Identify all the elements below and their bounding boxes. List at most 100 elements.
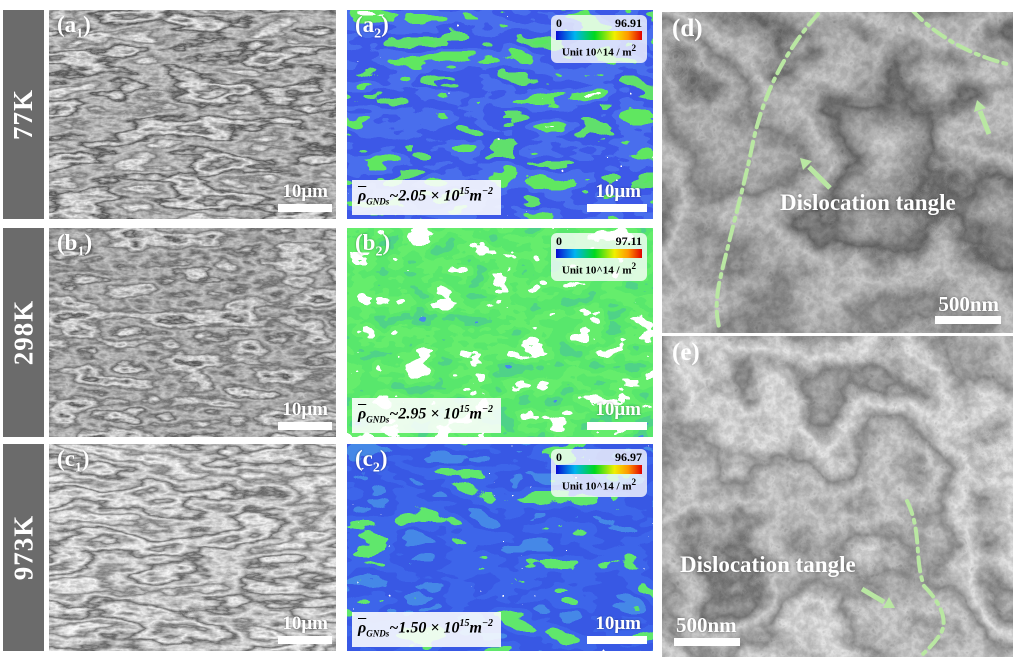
panel-e-tem-micrograph: (e) Dislocation tangle 500nm bbox=[662, 336, 1013, 657]
panel-b2-gnd-map: (b2) 0 97.11 Unit 10^14 / m2 ρGNDs~2.95 … bbox=[347, 228, 653, 437]
colorbar-unit: Unit 10^14 / m2 bbox=[556, 476, 642, 493]
colorbar-unit-sup: 2 bbox=[631, 261, 637, 271]
row-label-text: 77K bbox=[8, 88, 39, 141]
tem-texture-e bbox=[662, 336, 1013, 657]
rho-value: ~2.05 × 10 bbox=[389, 187, 460, 205]
arrow-head bbox=[974, 100, 986, 112]
scalebar-label: 10μm bbox=[595, 399, 641, 420]
panel-c2-gnd-map: (c2) 0 96.97 Unit 10^14 / m2 ρGNDs~1.50 … bbox=[347, 444, 653, 651]
dislocation-tangle-annotation: Dislocation tangle bbox=[680, 552, 856, 577]
rho-unit: m bbox=[469, 187, 482, 205]
panel-label-open: (c bbox=[57, 446, 75, 471]
panel-label-open: (a bbox=[57, 12, 77, 37]
gnd-density-value: ρGNDs~2.05 × 1015m−2 bbox=[352, 180, 502, 215]
panel-a2-gnd-map: (a 2) 0 96.91 Unit 10^14 / m2 ρGNDs~2.05 … bbox=[347, 10, 653, 219]
panel-label-close: ) bbox=[83, 12, 91, 37]
colorbar-min: 0 bbox=[556, 16, 562, 30]
rho-exponent: 15 bbox=[459, 186, 470, 198]
panel-label-close: ) bbox=[84, 230, 93, 255]
colorbar-unit-text: Unit 10^14 / m bbox=[561, 264, 632, 277]
grain-boundary-dashdot-line bbox=[714, 12, 820, 329]
panel-label-sub: 2 bbox=[372, 460, 380, 476]
scalebar bbox=[674, 638, 740, 646]
colorbar-unit: Unit 10^14 / m2 bbox=[556, 42, 642, 59]
colorbar-unit-sup: 2 bbox=[631, 477, 637, 487]
rho-unit-exponent: −2 bbox=[481, 186, 494, 198]
panel-label-open: (a bbox=[355, 12, 375, 37]
scalebar-label: 10μm bbox=[282, 399, 328, 420]
scalebar bbox=[587, 204, 647, 212]
panel-label-sub: 1 bbox=[77, 244, 85, 260]
colorbar-unit: Unit 10^14 / m2 bbox=[556, 260, 642, 277]
scalebar-label: 10μm bbox=[282, 181, 328, 202]
rho-unit-exponent: −2 bbox=[481, 404, 494, 416]
colorbar-gradient bbox=[556, 465, 642, 474]
rho-subscript: GNDs bbox=[366, 197, 390, 207]
colorbar-max: 96.91 bbox=[615, 16, 642, 30]
row-label-973k: 973K bbox=[3, 444, 44, 651]
panel-label-open: (c bbox=[355, 446, 373, 471]
panel-label-b2: (b2) bbox=[355, 230, 390, 266]
rho-value: ~1.50 × 10 bbox=[389, 619, 460, 637]
colorbar-max: 96.97 bbox=[615, 450, 642, 464]
rho-symbol: ρ bbox=[358, 405, 367, 423]
dislocation-tangle-annotation: Dislocation tangle bbox=[780, 190, 956, 215]
ebsd-texture-b1 bbox=[49, 228, 336, 437]
scalebar-label: 10μm bbox=[595, 613, 641, 634]
grain-boundary-dashdot-line bbox=[905, 499, 946, 656]
scalebar bbox=[278, 422, 332, 430]
panel-label-d: (d) bbox=[672, 15, 703, 42]
rho-exponent: 15 bbox=[459, 618, 470, 630]
scalebar bbox=[935, 316, 1001, 324]
panel-label-close: ) bbox=[381, 12, 389, 37]
arrow-shaft bbox=[860, 586, 886, 605]
ebsd-texture-a1 bbox=[49, 10, 336, 219]
panel-label-close: ) bbox=[382, 230, 391, 255]
panel-label-c1: (c1) bbox=[57, 446, 90, 482]
tem-texture-d bbox=[662, 12, 1013, 333]
row-label-text: 973K bbox=[8, 514, 39, 581]
colorbar-min: 0 bbox=[556, 450, 562, 464]
colorbar-legend: 0 96.97 Unit 10^14 / m2 bbox=[551, 449, 647, 497]
colorbar-max: 97.11 bbox=[615, 234, 642, 248]
arrow-shaft bbox=[977, 110, 992, 135]
ebsd-texture-c1 bbox=[49, 444, 336, 651]
colorbar-legend: 0 96.91 Unit 10^14 / m2 bbox=[551, 15, 647, 63]
colorbar-gradient bbox=[556, 249, 642, 258]
arrow-head bbox=[800, 158, 812, 170]
rho-unit-exponent: −2 bbox=[481, 618, 494, 630]
rho-symbol: ρ bbox=[358, 619, 367, 637]
arrow-shaft bbox=[807, 165, 832, 190]
rho-unit: m bbox=[469, 619, 482, 637]
rho-symbol: ρ bbox=[358, 187, 367, 205]
scalebar bbox=[278, 636, 332, 644]
colorbar-min: 0 bbox=[556, 234, 562, 248]
panel-b1-ebsd-micrograph: (b1) 10μm bbox=[49, 228, 336, 437]
panel-label-e: (e) bbox=[672, 339, 700, 366]
gnd-density-value: ρGNDs~1.50 × 1015m−2 bbox=[352, 612, 502, 647]
rho-unit: m bbox=[469, 405, 482, 423]
gnd-density-value: ρGNDs~2.95 × 1015m−2 bbox=[352, 398, 502, 433]
panel-d-tem-micrograph: (d) Dislocation tangle 500nm bbox=[662, 12, 1013, 333]
panel-label-sub: 1 bbox=[74, 460, 82, 476]
colorbar-unit-sup: 2 bbox=[631, 43, 637, 53]
panel-label-a1: (a1) bbox=[57, 12, 91, 48]
panel-c1-ebsd-micrograph: (c1) 10μm bbox=[49, 444, 336, 651]
panel-label-b1: (b1) bbox=[57, 230, 92, 266]
annotation-overlay-d bbox=[714, 12, 1009, 329]
scalebar bbox=[587, 422, 647, 430]
scalebar-label: 10μm bbox=[595, 181, 641, 202]
row-label-text: 298K bbox=[8, 299, 39, 366]
rho-exponent: 15 bbox=[459, 404, 470, 416]
arrow-head bbox=[883, 597, 895, 608]
panel-a1-ebsd-micrograph: (a1) 10μm bbox=[49, 10, 336, 219]
panel-label-open: (b bbox=[57, 230, 78, 255]
colorbar-unit-text: Unit 10^14 / m bbox=[561, 480, 632, 493]
grain-boundary-arc bbox=[911, 12, 1009, 66]
panel-label-close: ) bbox=[81, 446, 90, 471]
annotation-overlay-e bbox=[860, 499, 946, 656]
panel-label-sub: 2 bbox=[375, 244, 383, 260]
colorbar-legend: 0 97.11 Unit 10^14 / m2 bbox=[551, 233, 647, 281]
row-label-77k: 77K bbox=[3, 10, 44, 219]
